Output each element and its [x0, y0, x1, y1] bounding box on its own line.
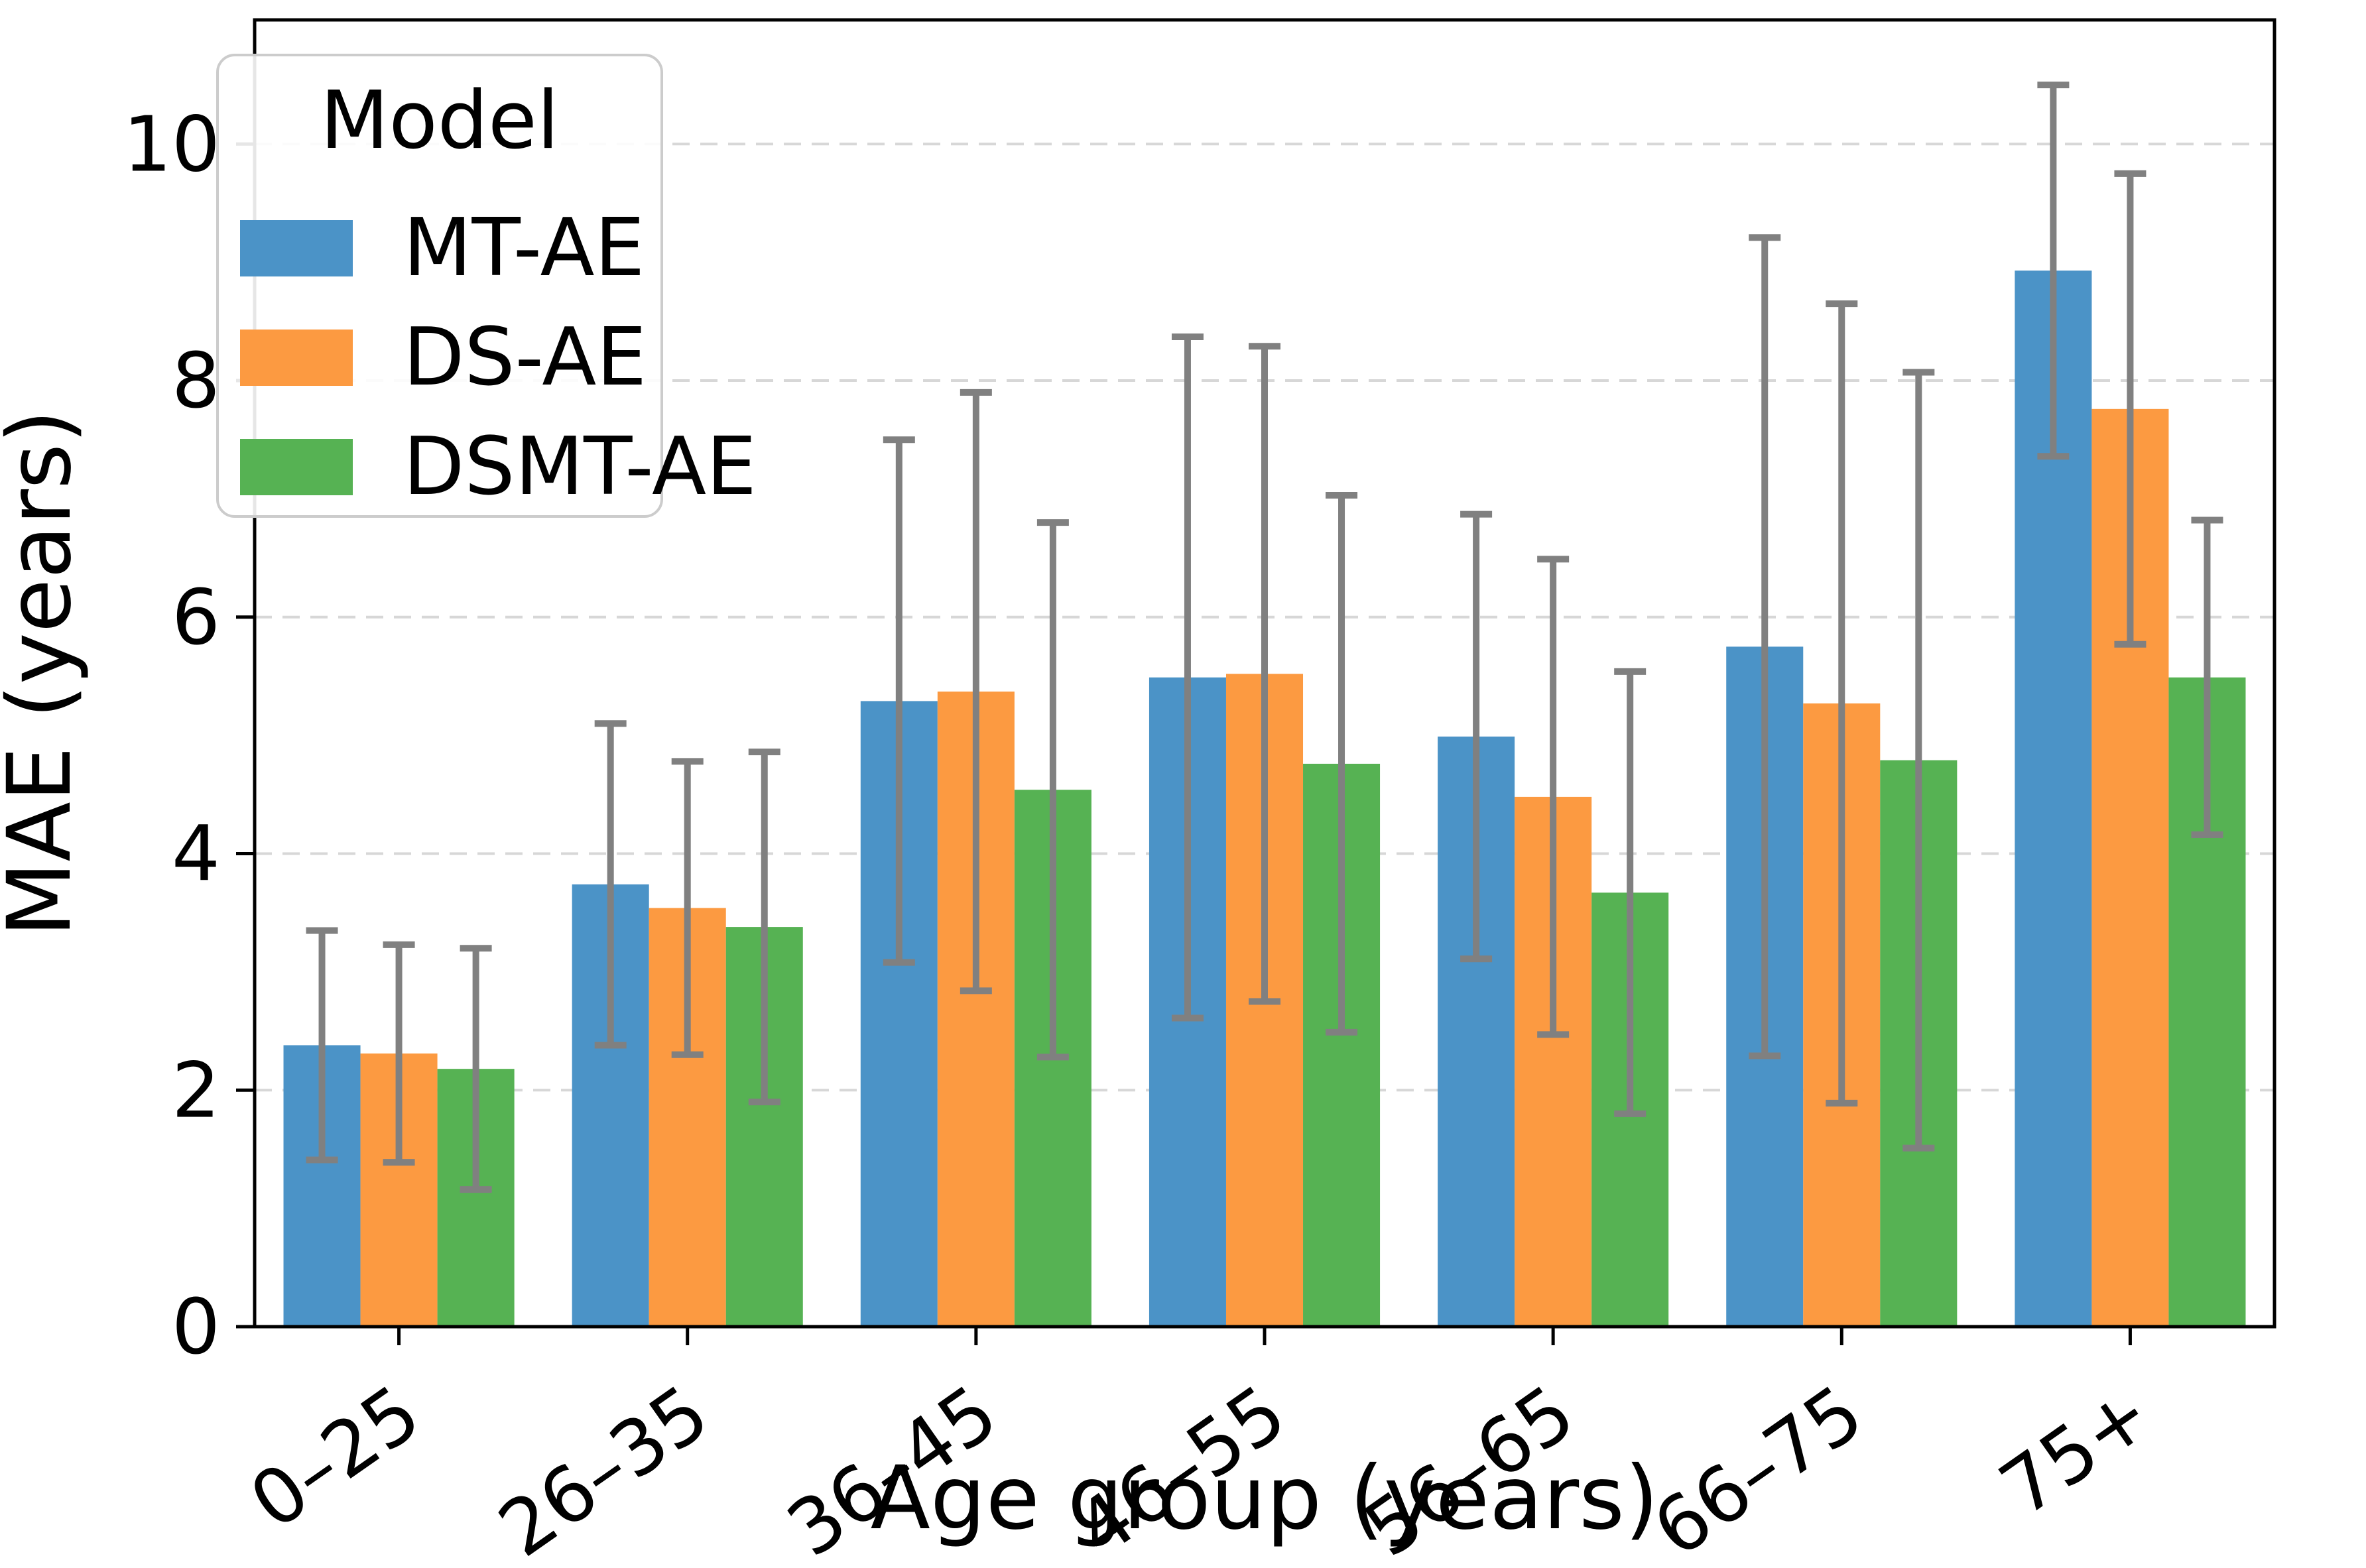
error-bar	[1460, 511, 1493, 963]
y-tick-label: 10	[123, 100, 220, 189]
error-bar	[460, 945, 492, 1193]
legend-swatch-ds-ae	[240, 330, 353, 386]
y-tick-label: 2	[172, 1046, 220, 1135]
x-tick-label: 75+	[1985, 1368, 2168, 1534]
legend-label: MT-AE	[403, 202, 645, 294]
error-bar	[594, 720, 627, 1049]
y-axis-label: MAE (years)	[0, 410, 91, 937]
legend-item: DSMT-AE	[219, 428, 757, 507]
x-tick-label: 66–75	[1638, 1368, 1879, 1568]
error-bar	[671, 758, 704, 1058]
error-bar	[2114, 170, 2147, 648]
error-bar	[1749, 234, 1781, 1059]
x-axis-label: Age group (years)	[871, 1447, 1659, 1549]
legend-swatch-mt-ae	[240, 220, 353, 276]
legend-label: DS-AE	[403, 312, 647, 404]
legend-label: DSMT-AE	[403, 421, 757, 513]
y-tick-label: 8	[172, 337, 220, 426]
x-tick-label: 26–35	[483, 1368, 725, 1568]
y-tick-label: 6	[172, 573, 220, 662]
error-bar	[883, 436, 915, 966]
x-tick-label: 0–25	[235, 1368, 436, 1547]
error-bar	[2037, 82, 2070, 460]
legend-swatch-dsmt-ae	[240, 439, 353, 495]
error-bar	[960, 389, 992, 995]
error-bar	[1249, 343, 1280, 1005]
error-bar	[1171, 333, 1204, 1022]
error-bar	[1614, 668, 1647, 1117]
legend-title: Model	[320, 75, 560, 167]
y-tick-label: 4	[172, 810, 220, 899]
error-bar	[383, 941, 415, 1166]
legend-item: DS-AE	[219, 312, 660, 404]
error-bar	[306, 927, 338, 1164]
error-bar	[2191, 516, 2223, 838]
y-tick-label: 0	[172, 1283, 220, 1372]
error-bar	[1537, 556, 1570, 1038]
error-bar	[748, 749, 780, 1106]
legend: Model MT-AE DS-AE DSMT-AE	[216, 54, 757, 518]
legend-item: MT-AE	[219, 202, 660, 294]
error-bar	[1326, 492, 1358, 1036]
error-bar	[1036, 519, 1069, 1061]
error-bar	[1902, 369, 1935, 1152]
error-bar	[1826, 300, 1858, 1107]
